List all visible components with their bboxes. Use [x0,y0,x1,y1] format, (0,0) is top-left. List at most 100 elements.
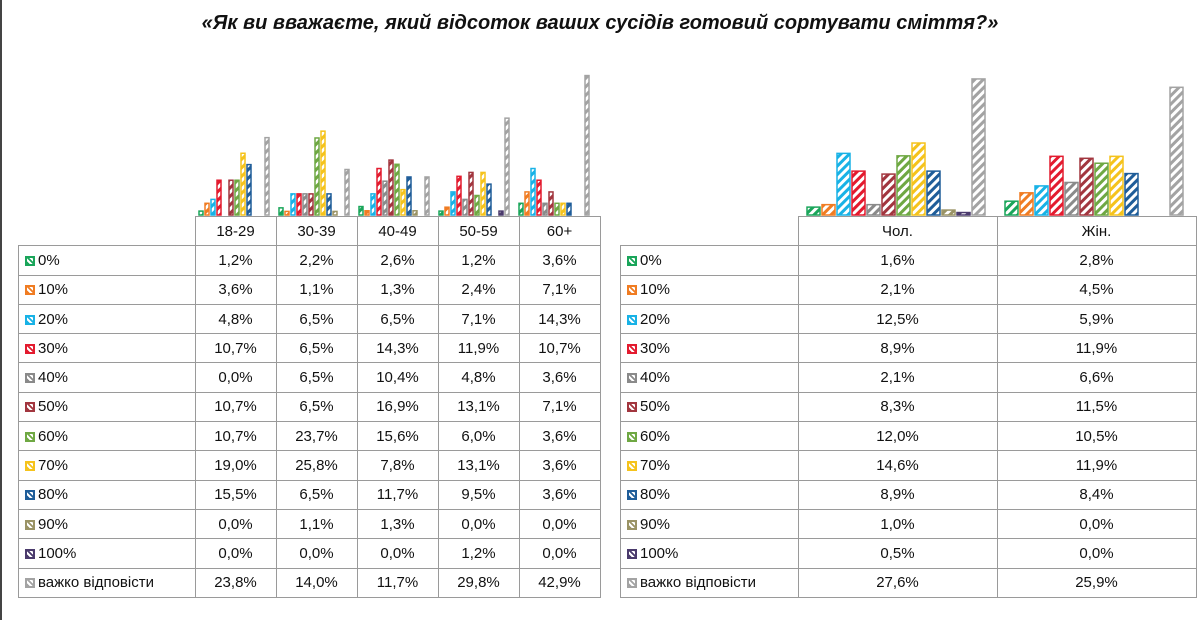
bar-60+-10% [524,191,530,216]
legend-swatch-icon [25,431,35,442]
bar-30-39-40% [302,193,308,216]
bar-18-29-30% [216,179,222,216]
row-label: 100% [620,538,799,569]
legend-swatch-icon [25,343,35,354]
bar-30-39-30% [296,193,302,216]
row-label: 60% [18,421,196,452]
bar-Жін.-важко-відповісти [1169,86,1184,216]
bar-18-29-70% [240,152,246,216]
table-row: 90% 1,0% 0,0% [620,508,1197,540]
value-cell: 16,9% [356,391,439,423]
value-cell: 11,5% [996,391,1197,423]
bar-Чол.-20% [836,152,851,216]
bar-Чол.-50% [881,173,896,216]
value-cell: 6,5% [275,391,358,423]
value-cell: 8,9% [797,333,998,364]
legend-swatch-icon [627,343,637,354]
value-cell: 2,1% [797,362,998,393]
bar-50-59-30% [456,175,462,216]
value-cell: 6,6% [996,362,1197,393]
table-row: 40% 2,1% 6,6% [620,362,1197,393]
legend-swatch-icon [627,578,637,589]
legend-swatch-icon [627,548,637,559]
bar-30-39-10% [284,210,290,216]
bar-Жін.-70% [1109,155,1124,216]
value-cell: 12,5% [797,303,998,335]
bar-60+-важко-відповісти [584,74,590,216]
value-cell: 1,0% [797,508,998,540]
row-label: 80% [620,479,799,510]
column-header: 18-29 [194,215,277,247]
bar-40-49-70% [400,188,406,216]
bar-18-29-важко-відповісти [264,136,270,216]
value-cell: 2,6% [356,245,439,276]
bar-50-59-100% [498,210,504,216]
value-cell: 10,7% [194,421,277,452]
series-name: 90% [640,515,671,533]
bar-60+-70% [560,202,566,216]
legend-swatch-icon [627,402,637,413]
bar-50-59-0% [438,210,444,216]
value-cell: 0,0% [194,362,277,393]
value-cell: 3,6% [518,362,601,393]
value-cell: 4,8% [194,303,277,335]
bar-50-59-10% [444,206,450,216]
header-blank [620,216,798,247]
series-name: 70% [640,457,671,475]
row-label: 50% [620,391,799,423]
series-name: 100% [640,544,679,562]
value-cell: 0,0% [996,538,1197,569]
bar-chart-area [198,74,1184,216]
bar-40-49-40% [382,180,388,216]
value-cell: 9,5% [437,479,520,510]
value-cell: 6,5% [356,303,439,335]
value-cell: 29,8% [437,567,520,598]
bar-18-29-80% [246,163,252,216]
bar-30-39-важко-відповісти [344,168,350,216]
bar-Чол.-60% [896,155,911,216]
value-cell: 13,1% [437,450,520,481]
table-row: 80% 15,5% 6,5% 11,7% 9,5% 3,6% [18,479,601,510]
table-row: 0% 1,6% 2,8% [620,245,1197,276]
table-row: 40% 0,0% 6,5% 10,4% 4,8% 3,6% [18,362,601,393]
series-name: 10% [38,281,69,299]
value-cell: 14,3% [356,333,439,364]
legend-swatch-icon [25,490,35,501]
value-cell: 25,8% [275,450,358,481]
bar-40-49-30% [376,167,382,216]
value-cell: 1,2% [194,245,277,276]
legend-swatch-icon [627,314,637,325]
value-cell: 2,4% [437,274,520,305]
value-cell: 3,6% [518,421,601,452]
value-cell: 4,5% [996,274,1197,305]
row-label: 80% [18,479,196,510]
value-cell: 0,0% [194,538,277,569]
table-row: 0% 1,2% 2,2% 2,6% 1,2% 3,6% [18,245,601,276]
bar-18-29-10% [204,202,210,216]
series-name: 50% [38,398,69,416]
value-cell: 7,1% [518,274,601,305]
column-header: 60+ [518,215,601,247]
value-cell: 10,7% [518,333,601,364]
bar-60+-30% [536,179,542,216]
value-cell: 2,8% [996,245,1197,276]
value-cell: 1,3% [356,274,439,305]
value-cell: 11,9% [996,450,1197,481]
value-cell: 11,9% [437,333,520,364]
legend-swatch-icon [25,373,35,384]
bar-50-59-70% [480,171,486,216]
bar-Жін.-60% [1094,162,1109,216]
bar-18-29-60% [234,179,240,216]
value-cell: 6,5% [275,333,358,364]
value-cell: 3,6% [194,274,277,305]
value-cell: 8,3% [797,391,998,423]
chart-title: «Як ви вважаєте, який відсоток ваших сус… [201,12,999,34]
value-cell: 1,3% [356,508,439,540]
value-cell: 6,5% [275,479,358,510]
table-row: 20% 4,8% 6,5% 6,5% 7,1% 14,3% [18,303,601,335]
bar-Чол.-важко-відповісти [971,78,986,216]
series-name: 0% [640,251,662,269]
value-cell: 15,6% [356,421,439,452]
bar-Чол.-80% [926,170,941,216]
value-cell: 0,5% [797,538,998,569]
